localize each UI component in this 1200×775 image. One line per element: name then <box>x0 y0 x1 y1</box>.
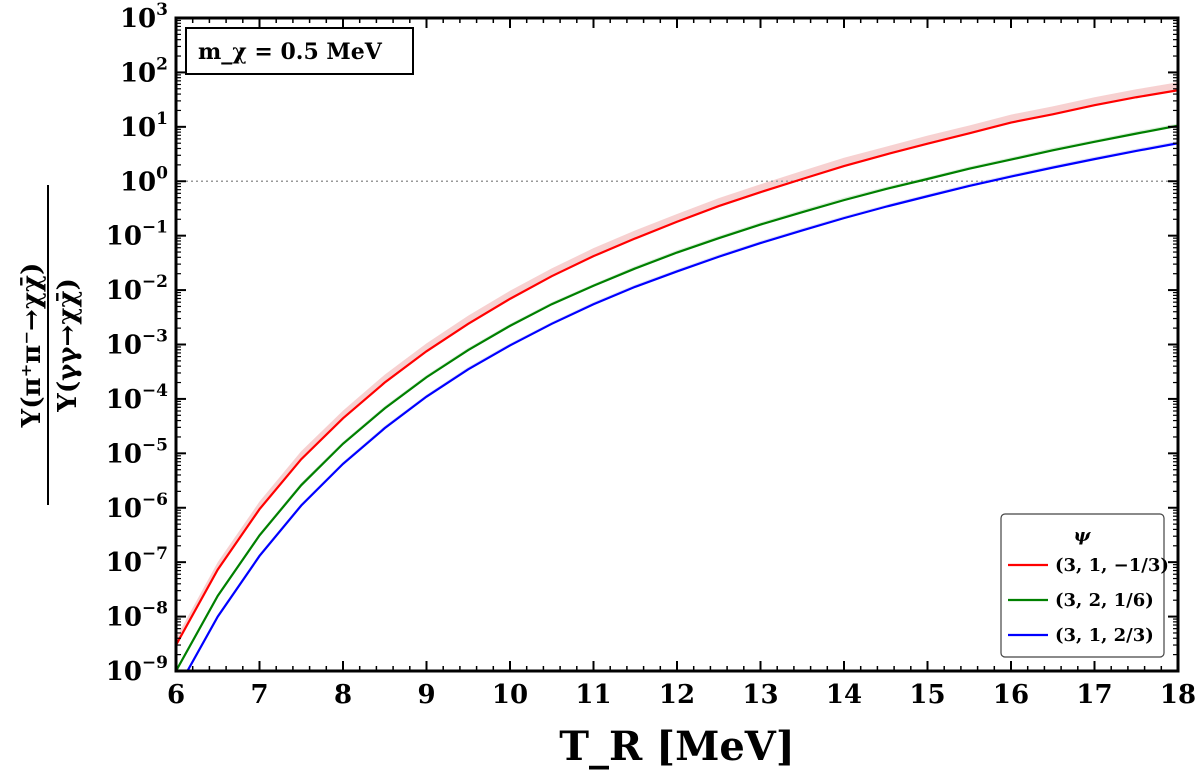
x-tick-label: 10 <box>492 680 528 710</box>
x-axis-ticks: 6 7 8 9 10 11 12 13 14 15 16 17 18 <box>167 18 1196 710</box>
legend: ψ (3, 1, −1/3) (3, 2, 1/6) (3, 1, 2/3) <box>1000 513 1169 658</box>
y-tick-label: 10−6 <box>106 490 168 524</box>
series-line-1 <box>176 124 1178 671</box>
x-tick-label: 6 <box>167 680 185 710</box>
x-tick-label: 7 <box>250 680 268 710</box>
x-tick-label: 17 <box>1076 680 1112 710</box>
x-tick-label: 15 <box>909 680 945 710</box>
annotation-box: m_χ = 0.5 MeV <box>185 27 414 75</box>
y-tick-label: 101 <box>120 109 168 143</box>
y-axis-title: Y(π⁺π⁻→χχ̄) Y(γγ→χχ̄) <box>17 185 83 505</box>
y-tick-label: 10−2 <box>106 272 168 306</box>
x-tick-label: 16 <box>993 680 1029 710</box>
legend-label-2: (3, 1, 2/3) <box>1055 625 1154 646</box>
x-axis-title: T_R [MeV] <box>559 723 795 770</box>
series-line-0 <box>176 89 1178 646</box>
y-tick-label: 102 <box>120 54 168 88</box>
y-tick-label: 10−3 <box>106 327 168 361</box>
y-tick-label: 10−1 <box>106 218 168 252</box>
x-tick-label: 9 <box>417 680 435 710</box>
legend-title: ψ <box>1074 525 1092 546</box>
annotation-text: m_χ = 0.5 MeV <box>198 39 383 65</box>
y-tick-label: 10−8 <box>106 599 168 633</box>
y-tick-label: 10−9 <box>106 653 168 687</box>
x-tick-label: 8 <box>334 680 352 710</box>
x-tick-label: 12 <box>659 680 695 710</box>
series-lines <box>176 89 1178 671</box>
y-tick-label: 10−4 <box>106 381 168 415</box>
legend-label-0: (3, 1, −1/3) <box>1055 555 1169 576</box>
legend-label-1: (3, 2, 1/6) <box>1055 590 1154 611</box>
y-axis-title-numerator: Y(π⁺π⁻→χχ̄) <box>17 263 47 429</box>
y-axis-title-denominator: Y(γγ→χχ̄) <box>53 278 83 412</box>
x-tick-label: 14 <box>826 680 862 710</box>
x-tick-label: 13 <box>742 680 778 710</box>
x-tick-label: 11 <box>575 680 611 710</box>
y-tick-label: 100 <box>120 163 168 197</box>
series-line-2 <box>186 142 1178 671</box>
y-tick-label: 10−5 <box>106 435 168 469</box>
y-tick-label: 103 <box>120 0 168 34</box>
x-tick-label: 18 <box>1160 680 1196 710</box>
y-axis-ticks: 10−9 10−8 10−7 10−6 10−5 10−4 10−3 10−2 10−1 100 1… <box>106 0 1178 687</box>
y-tick-label: 10−7 <box>106 544 168 578</box>
legend-items: (3, 1, −1/3) (3, 2, 1/6) (3, 1, 2/3) <box>1008 555 1169 646</box>
